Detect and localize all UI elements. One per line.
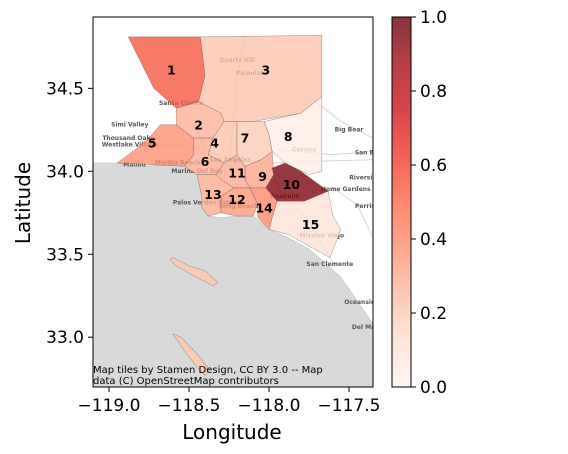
place-label: Big Bear — [335, 127, 364, 134]
map-axes: Quartz HillPalmdaleSanta ClaritaSimi Val… — [11, 16, 407, 444]
region-label-2: 2 — [194, 117, 203, 132]
y-axis-ticks: 33.0 33.5 34.0 34.5 — [46, 79, 93, 348]
y-tick-label: 34.0 — [46, 162, 84, 182]
region-label-1: 1 — [167, 63, 176, 78]
colorbar: 0.0 0.2 0.4 0.6 0.8 1.0 — [391, 8, 447, 398]
x-tick-label: −117.5 — [318, 396, 381, 416]
colorbar-ticks: 0.0 0.2 0.4 0.6 0.8 1.0 — [411, 8, 447, 398]
colorbar-tick-label: 1.0 — [420, 8, 447, 28]
colorbar-frame — [391, 16, 412, 388]
region-label-15: 15 — [302, 217, 319, 232]
colorbar-tick-label: 0.8 — [420, 82, 447, 102]
islands — [169, 257, 219, 376]
y-axis-title: Latitude — [11, 162, 35, 244]
region-8 — [263, 96, 323, 175]
region-label-14: 14 — [255, 200, 273, 215]
place-label: Home Gardens — [321, 186, 371, 193]
colorbar-gradient — [392, 17, 411, 387]
y-tick-label: 33.0 — [46, 328, 84, 348]
colorbar-tick-label: 0.2 — [420, 304, 447, 324]
region-15 — [268, 190, 342, 258]
x-tick-label: −119.0 — [78, 396, 141, 416]
region-label-10: 10 — [283, 177, 301, 192]
place-label: Perris — [355, 203, 375, 210]
san-clemente-island — [172, 333, 211, 376]
place-label: Riverside — [349, 175, 381, 182]
y-tick-label: 34.5 — [46, 79, 84, 99]
map-attribution-line2: data (C) OpenStreetMap contributors — [93, 376, 279, 387]
region-label-4: 4 — [210, 136, 219, 151]
place-label: Del Mar — [352, 324, 378, 331]
region-label-5: 5 — [148, 136, 157, 151]
region-label-13: 13 — [204, 187, 221, 202]
map-axes-frame — [92, 16, 374, 388]
y-tick-label: 33.5 — [46, 245, 84, 265]
region-label-9: 9 — [258, 169, 267, 184]
colorbar-tick-label: 0.4 — [420, 230, 447, 250]
colorbar-tick-label: 0.0 — [420, 378, 447, 398]
choropleth-regions — [116, 35, 342, 258]
road-8 — [332, 187, 373, 238]
x-tick-label: −118.5 — [158, 396, 221, 416]
region-3 — [198, 35, 323, 122]
map-attribution-line1: Map tiles by Stamen Design, CC BY 3.0 --… — [93, 365, 323, 376]
x-axis-ticks: −119.0 −118.5 −118.0 −117.5 — [78, 387, 381, 416]
santa-catalina-island — [169, 257, 219, 287]
place-label: Thousand Oaks — [102, 135, 154, 142]
region-label-3: 3 — [261, 63, 270, 78]
region-label-7: 7 — [241, 131, 250, 146]
place-label: San Clemente — [306, 261, 353, 268]
region-label-12: 12 — [228, 192, 245, 207]
place-label: Malibu — [123, 161, 146, 168]
place-label: San Bernardino — [355, 150, 407, 157]
place-label: Westlake Village — [102, 141, 158, 148]
region-13 — [196, 174, 235, 217]
colorbar-tick-label: 0.6 — [420, 156, 447, 176]
place-label: Simi Valley — [111, 122, 148, 129]
region-label-11: 11 — [228, 166, 245, 181]
x-tick-label: −118.0 — [238, 396, 301, 416]
region-label-6: 6 — [201, 154, 210, 169]
place-label: Oceanside — [344, 299, 379, 306]
region-label-8: 8 — [284, 129, 293, 144]
x-axis-title: Longitude — [182, 420, 281, 444]
